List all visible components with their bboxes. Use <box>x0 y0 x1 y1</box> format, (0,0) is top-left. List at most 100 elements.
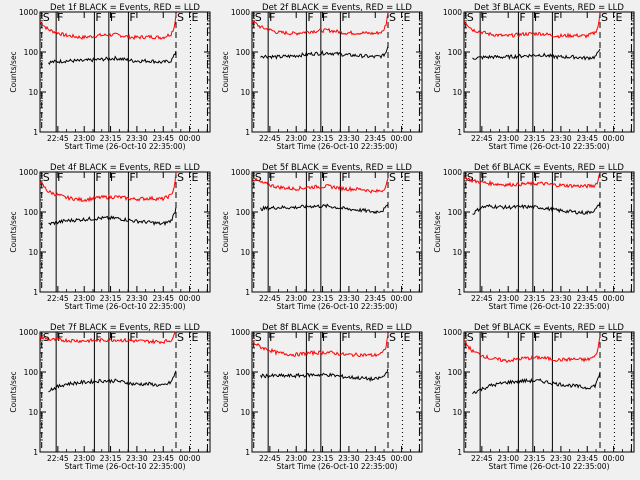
marker-label: E <box>403 11 410 24</box>
marker-label: S <box>467 331 474 344</box>
plot-frame <box>39 11 211 133</box>
x-tick-label: 23:30 <box>338 454 360 463</box>
marker-label: E <box>403 331 410 344</box>
marker-label: S <box>467 171 474 184</box>
marker-label: S <box>255 11 262 24</box>
marker-label: F <box>481 11 487 24</box>
chart-panel-3: Det 3f BLACK = Events, RED = LLD 1 10 100 10… <box>433 3 635 151</box>
marker-label: S <box>389 331 396 344</box>
plot-frame <box>463 171 635 293</box>
x-tick-label: 23:00 <box>497 454 519 463</box>
x-tick-label: 22:45 <box>259 454 281 463</box>
x-axis-label: Start Time (26-Oct-10 22:35:00) <box>64 462 185 471</box>
x-tick-label: 22:45 <box>47 294 69 303</box>
lld-rate-line <box>39 331 177 345</box>
x-tick-label: 23:30 <box>126 134 148 143</box>
lld-rate-line <box>39 13 177 41</box>
x-axis-label: Start Time (26-Oct-10 22:35:00) <box>488 302 609 311</box>
y-tick-label: 1 <box>245 128 250 137</box>
y-tick-label: 1000 <box>231 328 250 337</box>
marker-label: F <box>129 171 135 184</box>
chart-title: Det 4f BLACK = Events, RED = LLD <box>50 163 200 173</box>
chart-panel-9: Det 9f BLACK = Events, RED = LLD 1 10 100 10… <box>433 323 635 471</box>
marker-label: F <box>110 171 116 184</box>
marker-label: E <box>191 11 198 24</box>
y-tick-label: 1000 <box>443 328 462 337</box>
y-tick-label: 100 <box>236 48 251 57</box>
y-tick-label: 1 <box>33 128 38 137</box>
chart-title: Det 2f BLACK = Events, RED = LLD <box>262 3 412 13</box>
y-tick-label: 1000 <box>19 328 38 337</box>
y-axis-label: Counts/sec <box>221 371 230 412</box>
y-tick-label: 10 <box>240 408 250 417</box>
y-tick-label: 100 <box>24 48 39 57</box>
marker-label: S <box>177 331 184 344</box>
y-axis-label: Counts/sec <box>221 211 230 252</box>
x-axis-label: Start Time (26-Oct-10 22:35:00) <box>276 462 397 471</box>
marker-label: S <box>601 331 608 344</box>
marker-label: F <box>481 171 487 184</box>
marker-label: F <box>553 171 559 184</box>
x-axis-label: Start Time (26-Oct-10 22:35:00) <box>488 462 609 471</box>
plot-frame <box>251 331 423 453</box>
plot-frame <box>251 11 423 133</box>
marker-label: E <box>191 171 198 184</box>
marker-label: F <box>129 11 135 24</box>
x-tick-label: 23:00 <box>73 454 95 463</box>
x-tick-label: 22:45 <box>259 294 281 303</box>
y-tick-label: 1 <box>457 288 462 297</box>
marker-label: E <box>403 171 410 184</box>
x-axis-label: Start Time (26-Oct-10 22:35:00) <box>276 302 397 311</box>
x-tick-label: 00:00 <box>603 454 625 463</box>
y-tick-label: 1000 <box>231 8 250 17</box>
chart-panel-4: Det 4f BLACK = Events, RED = LLD 1 10 100 10… <box>9 163 211 311</box>
x-tick-label: 23:00 <box>285 294 307 303</box>
event-rate-line <box>472 371 601 395</box>
y-axis-label: Counts/sec <box>433 371 442 412</box>
lld-rate-line <box>463 171 601 189</box>
marker-label: F <box>269 331 275 344</box>
marker-label: S <box>389 171 396 184</box>
event-rate-line <box>472 48 601 61</box>
x-axis-label: Start Time (26-Oct-10 22:35:00) <box>64 302 185 311</box>
marker-label: S <box>43 171 50 184</box>
event-rate-line <box>48 370 177 393</box>
marker-label: F <box>110 11 116 24</box>
marker-label: F <box>269 171 275 184</box>
event-rate-line <box>472 201 601 215</box>
y-tick-label: 1 <box>33 448 38 457</box>
x-tick-label: 00:00 <box>179 294 201 303</box>
y-tick-label: 1000 <box>231 168 250 177</box>
x-tick-label: 22:45 <box>471 454 493 463</box>
chart-title: Det 1f BLACK = Events, RED = LLD <box>50 3 200 13</box>
y-tick-label: 10 <box>240 88 250 97</box>
marker-label: F <box>95 11 101 24</box>
marker-label: S <box>255 171 262 184</box>
y-tick-label: 1000 <box>19 8 38 17</box>
y-tick-label: 100 <box>448 48 463 57</box>
y-axis-label: Counts/sec <box>9 51 18 92</box>
marker-label: S <box>43 331 50 344</box>
lld-rate-line <box>463 11 601 39</box>
chart-panel-1: Det 1f BLACK = Events, RED = LLD 1 10 100 10… <box>9 3 211 151</box>
x-tick-label: 00:00 <box>391 454 413 463</box>
x-tick-label: 23:30 <box>338 294 360 303</box>
x-tick-label: 23:45 <box>364 294 386 303</box>
lld-rate-line <box>251 11 389 36</box>
chart-title: Det 9f BLACK = Events, RED = LLD <box>474 323 624 333</box>
marker-label: F <box>322 11 328 24</box>
y-tick-label: 10 <box>28 88 38 97</box>
x-tick-label: 23:00 <box>497 134 519 143</box>
marker-label: S <box>255 331 262 344</box>
x-tick-label: 23:45 <box>152 134 174 143</box>
y-axis-label: Counts/sec <box>9 371 18 412</box>
y-tick-label: 100 <box>24 368 39 377</box>
y-tick-label: 10 <box>240 248 250 257</box>
lld-rate-line <box>251 333 389 358</box>
x-tick-label: 23:00 <box>285 454 307 463</box>
x-tick-label: 23:15 <box>100 294 122 303</box>
y-tick-label: 100 <box>448 368 463 377</box>
x-tick-label: 00:00 <box>391 294 413 303</box>
x-tick-label: 22:45 <box>47 454 69 463</box>
